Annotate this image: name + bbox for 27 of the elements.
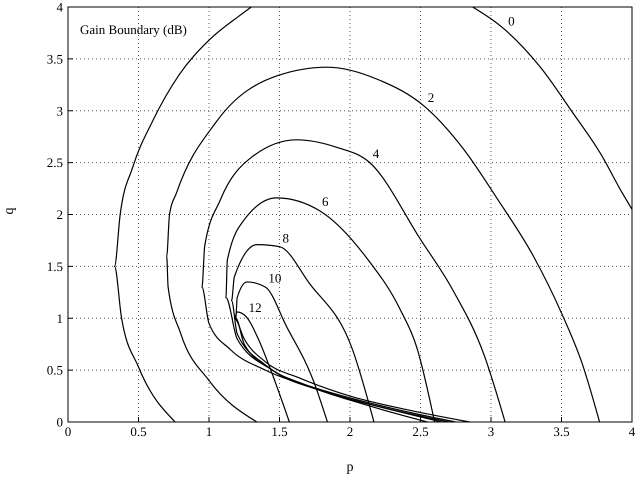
series-label: 6 — [322, 194, 329, 209]
series-label: 8 — [282, 230, 289, 246]
y-tick-label: 0.5 — [46, 362, 63, 378]
y-tick-label: 1.5 — [46, 258, 63, 274]
x-tick-label: 3 — [488, 424, 494, 440]
series-label: 10 — [268, 270, 282, 286]
x-tick-label: 0.5 — [130, 424, 147, 440]
x-tick-label: 2 — [346, 424, 354, 440]
x-tick-label: 4 — [628, 424, 636, 440]
x-tick-label: 1.5 — [271, 424, 288, 440]
y-tick-label: 2.5 — [46, 155, 63, 170]
series-label: 12 — [248, 300, 262, 315]
text: Gain Boundary (dB) — [80, 22, 187, 38]
y-tick-label: 0 — [56, 414, 63, 430]
series-label: 2 — [428, 90, 434, 106]
y-tick-label: 3.5 — [46, 51, 63, 66]
y-tick-label: 4 — [56, 0, 64, 15]
x-tick-label: 2.5 — [412, 424, 429, 440]
y-tick-label: 3 — [56, 103, 63, 118]
x-tick-label: 1 — [206, 424, 212, 440]
x-tick-label: 3.5 — [553, 424, 570, 440]
y-axis-title: q — [2, 208, 17, 214]
x-axis-title: p — [346, 460, 354, 475]
series-label: 4 — [372, 146, 380, 162]
series-label: 0 — [508, 13, 515, 28]
y-tick-label: 1 — [56, 310, 63, 326]
y-tick-label: 2 — [56, 207, 63, 222]
